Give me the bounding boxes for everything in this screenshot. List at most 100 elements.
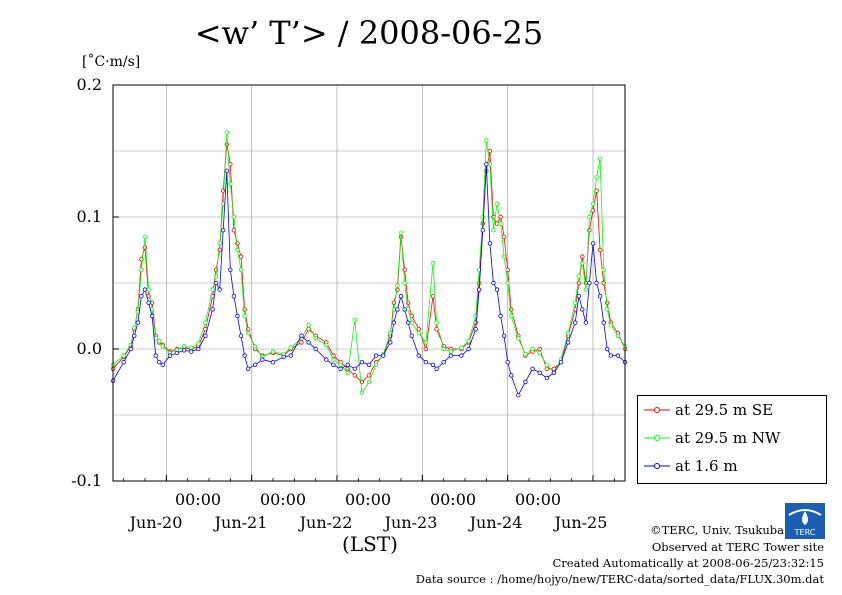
data-point-1	[505, 280, 510, 286]
data-point-1	[139, 267, 144, 272]
x-tick-time-label: 00:00	[344, 490, 392, 509]
data-point-2	[509, 373, 514, 378]
data-point-1	[605, 307, 610, 312]
y-tick-label: 0.1	[76, 207, 102, 226]
data-point-1	[398, 230, 404, 235]
data-point-2	[597, 294, 603, 299]
data-point-2	[605, 346, 610, 352]
data-point-1	[270, 349, 276, 354]
data-point-2	[398, 294, 404, 299]
data-point-1	[441, 346, 446, 352]
legend: at 29.5 m SE at 29.5 m NW at 1.6 m	[637, 395, 827, 484]
data-point-0	[605, 300, 610, 305]
data-point-2	[537, 370, 542, 375]
data-point-1	[590, 201, 596, 206]
data-point-1	[544, 362, 549, 367]
data-point-1	[213, 274, 219, 279]
data-point-2	[345, 362, 350, 367]
data-point-1	[203, 320, 208, 325]
data-point-0	[242, 307, 247, 312]
data-point-2	[142, 287, 148, 292]
data-point-1	[217, 241, 222, 246]
data-point-2	[135, 320, 141, 325]
legend-label: at 29.5 m NW	[675, 429, 781, 447]
data-point-1	[146, 287, 151, 292]
data-point-2	[331, 362, 336, 367]
data-point-1	[516, 336, 521, 341]
legend-marker-blue	[644, 463, 670, 469]
y-tick-label: 0.0	[76, 339, 102, 358]
data-point-2	[149, 313, 155, 319]
source-text: Data source : /home/hojyo/new/TERC-data/…	[415, 572, 824, 586]
y-tick-label: 0.2	[76, 75, 102, 94]
data-point-1	[523, 352, 528, 357]
data-point-1	[228, 181, 233, 187]
data-point-1	[142, 234, 148, 239]
data-point-2	[565, 340, 571, 345]
data-point-1	[494, 201, 500, 206]
y-tick-label: -0.1	[71, 471, 102, 490]
data-point-0	[238, 254, 244, 259]
data-point-2	[551, 370, 557, 375]
data-point-1	[345, 370, 350, 375]
data-point-2	[359, 360, 365, 365]
x-tick-date-label: Jun-24	[469, 513, 523, 532]
data-point-1	[402, 280, 407, 286]
x-tick-date-label: Jun-21	[214, 513, 268, 532]
data-point-2	[338, 366, 343, 371]
data-point-0	[597, 247, 603, 253]
plot-frame	[112, 84, 626, 482]
data-point-1	[580, 261, 585, 266]
data-point-1	[501, 254, 507, 259]
x-tick-time-label: 00:00	[259, 490, 307, 509]
data-point-1	[480, 214, 485, 220]
data-point-2	[583, 320, 589, 325]
data-point-2	[174, 350, 180, 356]
data-point-1	[608, 323, 613, 328]
data-point-2	[260, 357, 265, 362]
data-point-2	[573, 320, 578, 325]
data-point-0	[501, 234, 507, 239]
data-point-1	[434, 320, 439, 325]
data-point-2	[615, 353, 621, 358]
data-point-1	[366, 379, 372, 385]
data-point-0	[220, 188, 226, 193]
data-point-2	[252, 362, 258, 367]
data-point-2	[139, 294, 144, 299]
data-point-1	[615, 333, 621, 338]
data-point-2	[270, 360, 276, 365]
data-point-2	[523, 379, 528, 385]
x-tick-date-label: Jun-25	[554, 513, 608, 532]
data-point-2	[242, 353, 247, 358]
data-point-1	[352, 317, 357, 323]
data-point-1	[576, 274, 581, 279]
legend-marker-red	[644, 407, 670, 413]
data-point-2	[132, 333, 137, 338]
data-point-2	[210, 307, 215, 312]
data-point-2	[466, 346, 471, 352]
data-point-1	[338, 362, 343, 367]
data-point-2	[299, 333, 304, 338]
data-point-2	[576, 294, 581, 299]
data-point-1	[324, 342, 329, 348]
x-tick-date-label: Jun-20	[129, 513, 183, 532]
data-point-1	[132, 325, 137, 331]
data-point-2	[146, 300, 151, 305]
data-point-2	[608, 353, 613, 358]
data-point-2	[430, 362, 436, 367]
data-point-1	[587, 214, 592, 220]
data-point-2	[459, 353, 464, 358]
data-point-2	[306, 340, 311, 345]
data-point-1	[306, 323, 311, 328]
data-point-1	[238, 267, 244, 272]
data-point-2	[156, 360, 162, 365]
data-point-2	[388, 340, 393, 345]
data-point-0	[423, 346, 429, 352]
data-point-1	[416, 331, 421, 336]
data-point-0	[217, 247, 222, 253]
data-point-2	[231, 294, 237, 299]
data-point-2	[441, 360, 446, 365]
data-point-2	[288, 353, 293, 358]
data-point-2	[601, 320, 606, 325]
data-point-0	[213, 267, 219, 272]
